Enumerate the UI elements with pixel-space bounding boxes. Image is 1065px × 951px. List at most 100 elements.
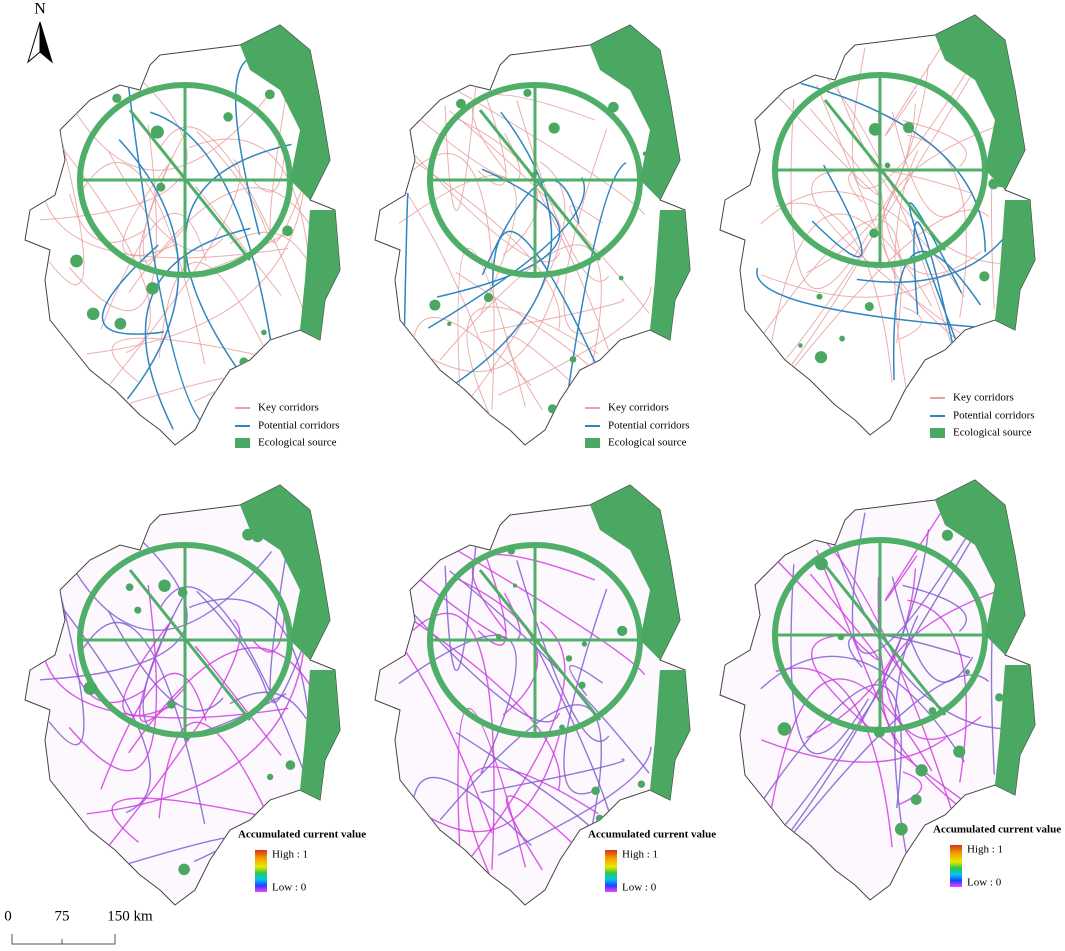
corridor (439, 244, 602, 368)
ecological-source (935, 480, 1025, 655)
legend-label: Key corridors (608, 402, 669, 414)
ecological-patch (565, 655, 573, 662)
legend: Accumulated current value High : 1 Low : 0 (933, 824, 1061, 889)
corridor (761, 272, 946, 298)
region-outline (24, 24, 341, 446)
corridor (765, 213, 933, 380)
corridor (100, 672, 207, 790)
corridor (898, 771, 923, 806)
corridor (457, 707, 527, 882)
ecological-patch (995, 693, 1004, 702)
ecological-patch (814, 351, 828, 364)
ecological-patch (184, 736, 189, 742)
corridor (811, 169, 1008, 367)
legend: Accumulated current value High : 1 Low : 0 (238, 829, 366, 894)
corridor (189, 138, 310, 267)
ecological-patch (578, 681, 586, 689)
ecological-patch (114, 317, 127, 330)
potential-corridor (436, 168, 561, 298)
scale-bar: 0 75 150 km (4, 908, 153, 945)
ecological-patch (837, 633, 845, 641)
ecological-patch (941, 529, 954, 541)
ecological-patch (910, 794, 922, 805)
color-ramp (255, 850, 267, 892)
legend-label: Key corridors (953, 392, 1014, 404)
corridor (122, 164, 178, 257)
corridor (68, 653, 146, 704)
ecological-patch (86, 307, 100, 321)
ecological-corridor (430, 85, 640, 275)
ecological-patch (591, 786, 600, 796)
region-outline (24, 484, 341, 906)
ecological-patch (611, 365, 619, 373)
corridor (196, 130, 270, 239)
corridor (894, 615, 919, 859)
ecological-patch (953, 745, 966, 758)
potential-corridor (101, 244, 165, 335)
corridor (881, 123, 1004, 343)
corridor (86, 159, 307, 355)
ecological-patch (617, 625, 628, 637)
corridor (569, 205, 603, 236)
color-ramp (950, 845, 962, 887)
potential-corridor (427, 177, 586, 329)
ecological-patch (903, 122, 915, 134)
corridor (831, 537, 1004, 730)
ecological-patch (507, 547, 516, 555)
corridor (84, 159, 241, 416)
ecological-source (650, 210, 690, 340)
ecological-patch (456, 98, 466, 109)
ecological-patch (428, 851, 434, 856)
ecological-source (240, 25, 330, 200)
legend-label: Potential corridors (608, 420, 690, 432)
legend-low: Low : 0 (967, 877, 1002, 889)
ecological-patch (295, 366, 303, 375)
corridor (563, 588, 608, 795)
legend: Key corridors Potential corridors Ecologic… (235, 402, 340, 449)
potential-corridor (913, 221, 970, 418)
potential-corridor (491, 230, 601, 373)
corridor (402, 647, 493, 834)
ecological-patch (571, 850, 581, 860)
ecological-patch (496, 633, 502, 640)
corridor (755, 219, 902, 346)
corridor (188, 598, 311, 727)
corridor (758, 75, 879, 196)
north-arrow: N (27, 1, 53, 64)
ecological-patch (978, 364, 988, 374)
map-panel: Key corridors Potential corridors Ecologic… (374, 24, 691, 449)
ecological-source (995, 200, 1035, 330)
ecological-corridor (80, 85, 290, 275)
corridor (775, 667, 893, 848)
corridor (139, 156, 186, 263)
ecological-source (240, 485, 330, 660)
ecological-patch (642, 151, 648, 156)
ecological-patch (158, 579, 171, 592)
corridor (907, 134, 967, 318)
corridor (251, 149, 286, 193)
legend-high: High : 1 (967, 844, 1003, 856)
corridor (444, 513, 480, 672)
ecological-patch (112, 93, 122, 103)
legend: Accumulated current value High : 1 Low : 0 (588, 829, 716, 894)
potential-corridor (118, 139, 180, 400)
ecological-corridor (775, 540, 985, 730)
ecological-patch (483, 292, 494, 303)
corridor (160, 586, 321, 815)
legend-high: High : 1 (622, 849, 658, 861)
region-outline (374, 484, 691, 906)
ecological-corridor (80, 545, 290, 735)
ecological-patch (777, 722, 792, 736)
corridor (68, 124, 157, 312)
legend-swatch (235, 438, 250, 448)
legend-swatch (585, 438, 600, 448)
corridor (811, 634, 1008, 832)
legend-label: Potential corridors (953, 410, 1035, 422)
ecological-patch (873, 726, 885, 738)
corridor (761, 737, 947, 763)
potential-corridor (565, 162, 627, 401)
ecological-patch (512, 583, 518, 588)
ecological-patch (211, 864, 219, 872)
ecological-patch (869, 228, 879, 238)
potential-corridor (144, 227, 251, 430)
